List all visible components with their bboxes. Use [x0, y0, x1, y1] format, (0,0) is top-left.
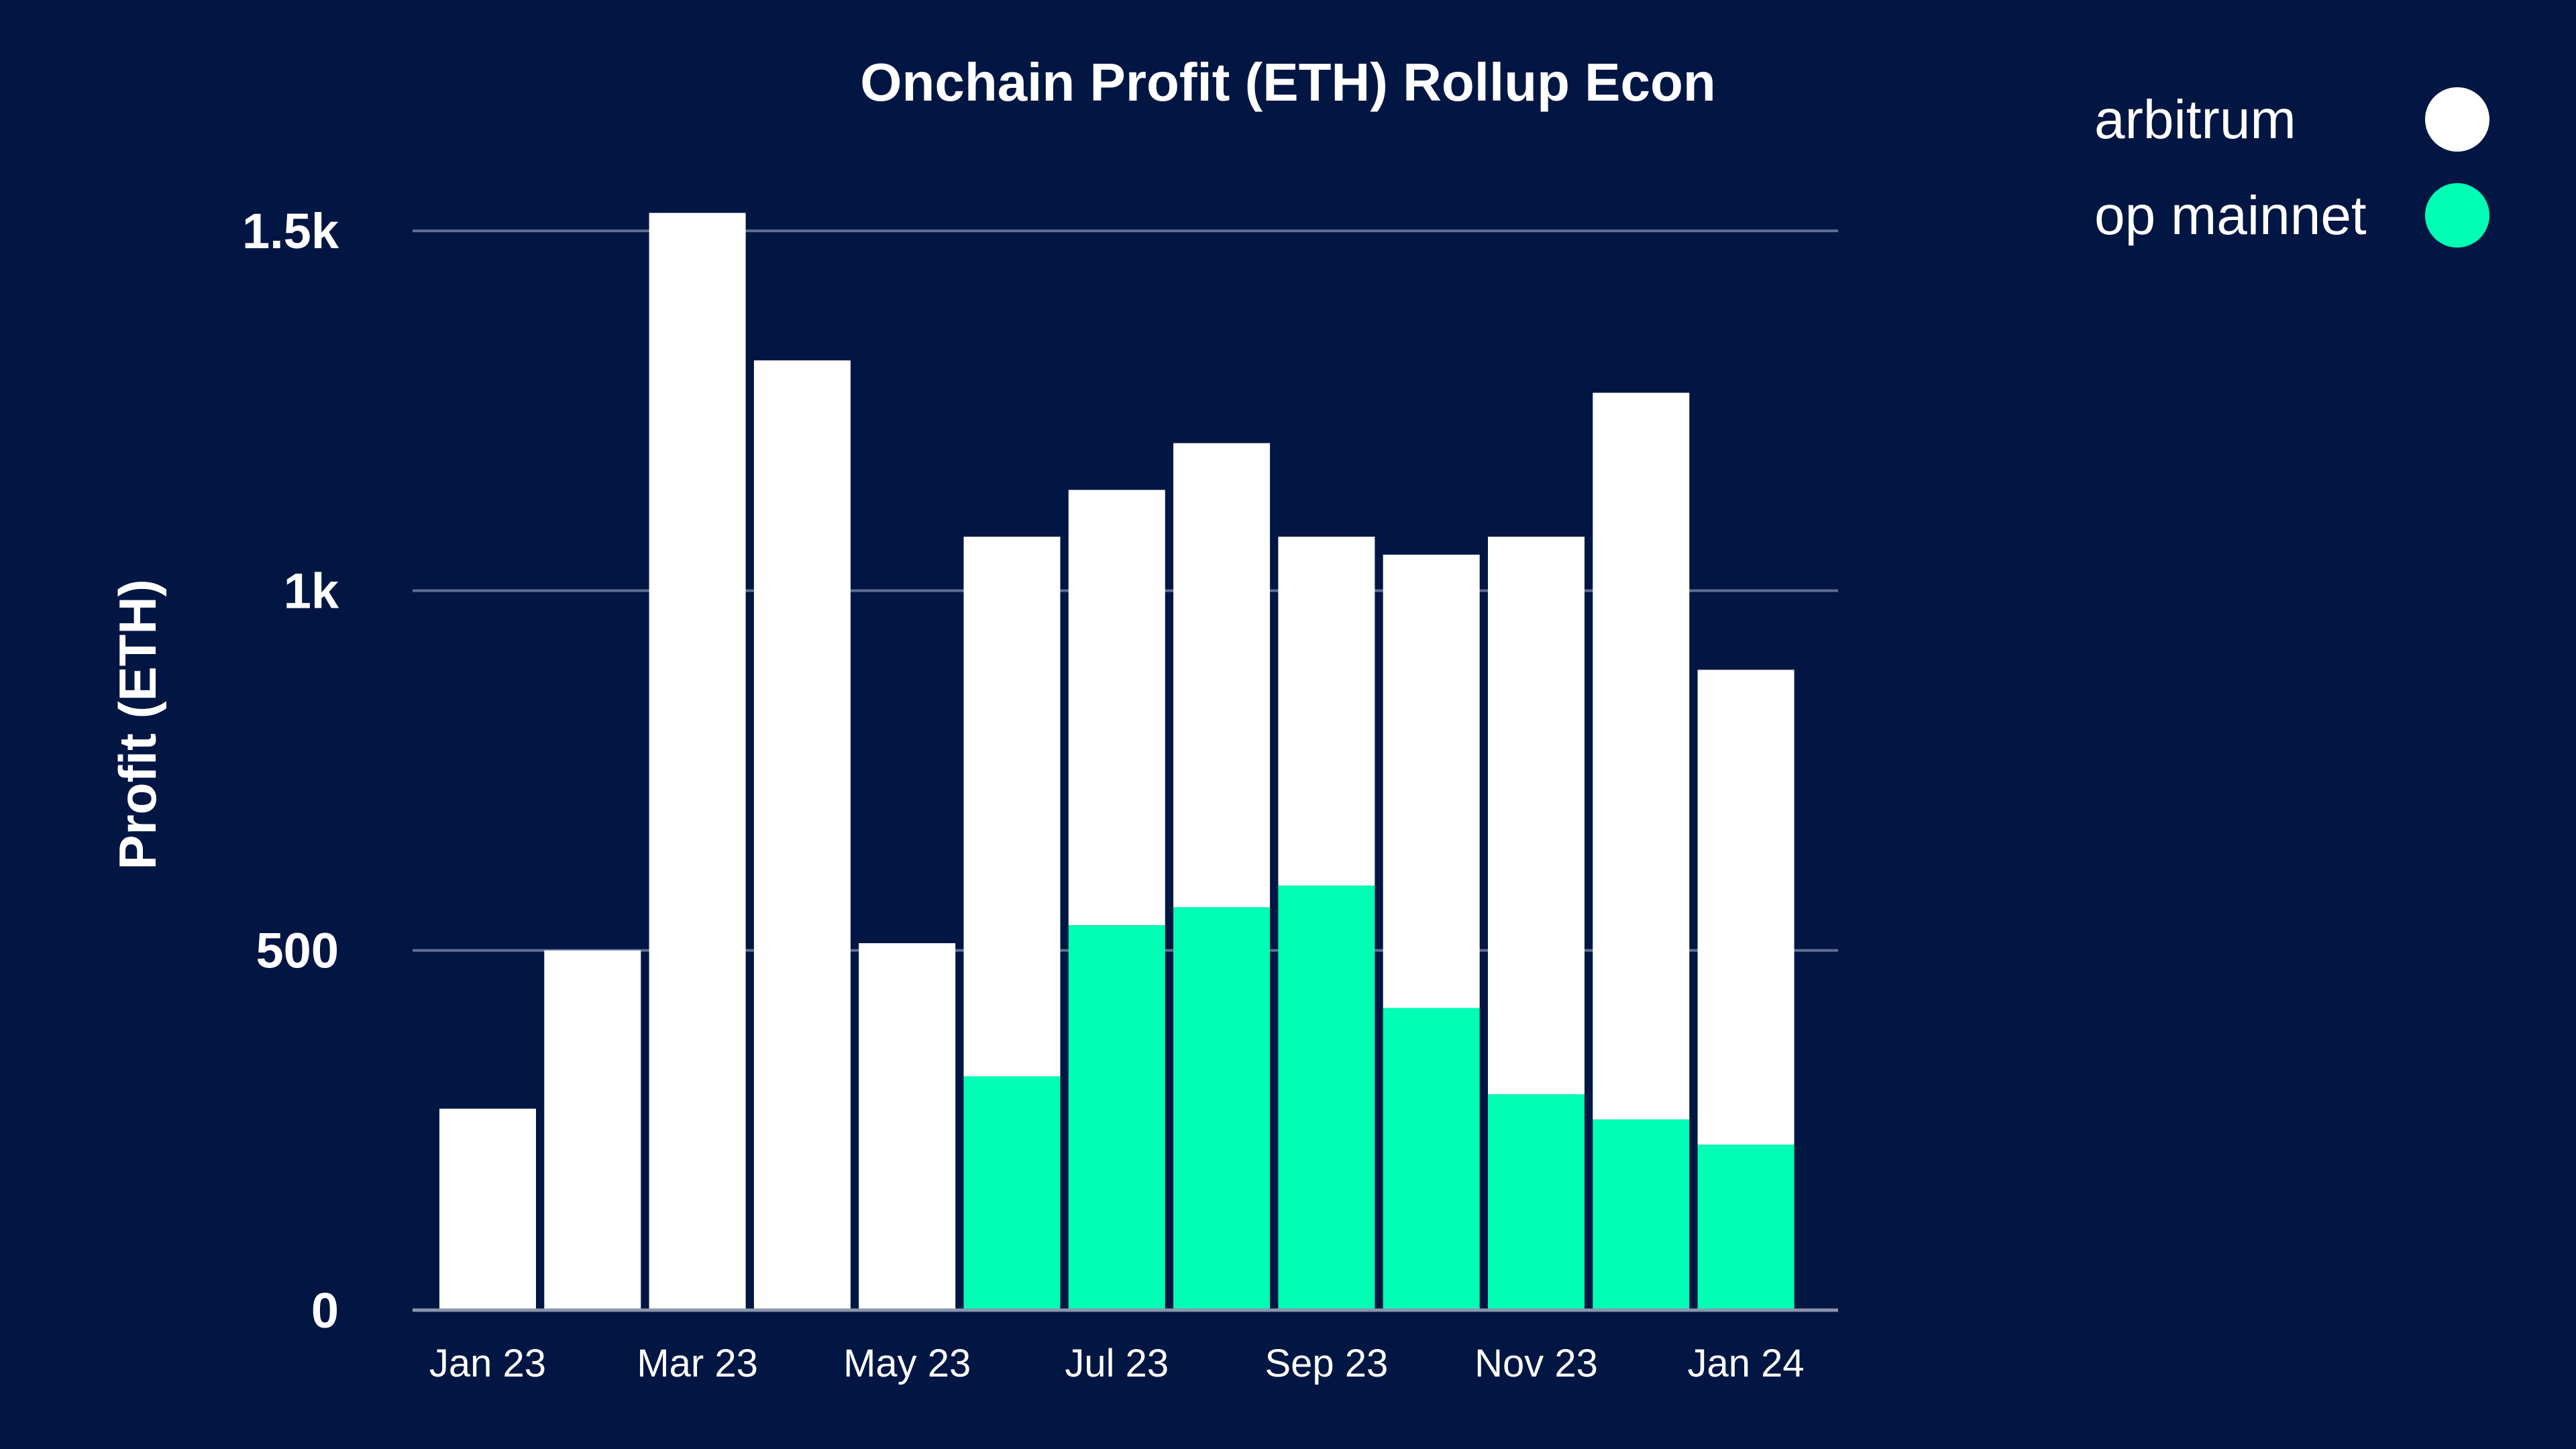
bar-arbitrum-oct-23: [1383, 554, 1480, 1008]
bar-arbitrum-sep-23: [1278, 537, 1375, 886]
bar-arbitrum-mar-23: [649, 213, 746, 1310]
x-tick-label: Jan 24: [1688, 1342, 1805, 1385]
bar-op-mainnet-jan-24: [1697, 1144, 1794, 1310]
bar-arbitrum-apr-23: [753, 360, 851, 1310]
bar-arbitrum-nov-23: [1488, 537, 1585, 1095]
y-tick-label: 0: [311, 1283, 339, 1338]
bar-arbitrum-jun-23: [963, 537, 1061, 1077]
y-tick-label: 1.5k: [242, 203, 339, 259]
bar-arbitrum-dec-23: [1593, 392, 1690, 1120]
bar-op-mainnet-nov-23: [1488, 1094, 1585, 1310]
y-tick-label: 1k: [284, 563, 339, 619]
bar-op-mainnet-sep-23: [1278, 885, 1375, 1310]
bar-arbitrum-jul-23: [1068, 490, 1165, 926]
legend-label: arbitrum: [2094, 89, 2296, 150]
x-tick-label: Mar 23: [637, 1342, 758, 1385]
bars: [439, 213, 1794, 1310]
x-axis-ticks: Jan 23 Mar 23 May 23 Jul 23 Sep 23 Nov 23 Jan …: [429, 1342, 1805, 1385]
x-tick-label: Jan 23: [429, 1342, 546, 1385]
x-tick-label: Nov 23: [1474, 1342, 1598, 1385]
bar-op-mainnet-aug-23: [1173, 907, 1271, 1310]
bar-arbitrum-feb-23: [544, 950, 641, 1310]
y-axis-label: Profit (ETH): [108, 579, 167, 869]
bar-op-mainnet-dec-23: [1593, 1119, 1690, 1310]
x-tick-label: Jul 23: [1065, 1342, 1169, 1385]
legend: arbitrum op mainnet: [2094, 87, 2489, 248]
legend-label: op mainnet: [2094, 185, 2367, 246]
legend-swatch-icon: [2425, 183, 2489, 248]
legend-swatch-icon: [2425, 87, 2489, 152]
bar-op-mainnet-oct-23: [1383, 1008, 1480, 1310]
y-axis-ticks: 0 500 1k 1.5k: [242, 203, 339, 1338]
bar-op-mainnet-jun-23: [963, 1076, 1061, 1310]
bar-arbitrum-jan-23: [439, 1108, 536, 1310]
x-tick-label: Sep 23: [1265, 1342, 1388, 1385]
bar-arbitrum-jan-24: [1697, 669, 1794, 1145]
x-tick-label: May 23: [843, 1342, 971, 1385]
bar-arbitrum-may-23: [859, 943, 956, 1310]
chart-title: Onchain Profit (ETH) Rollup Econ: [860, 52, 1716, 112]
bar-arbitrum-aug-23: [1173, 443, 1271, 908]
y-tick-label: 500: [256, 923, 339, 979]
bar-op-mainnet-jul-23: [1068, 925, 1165, 1310]
